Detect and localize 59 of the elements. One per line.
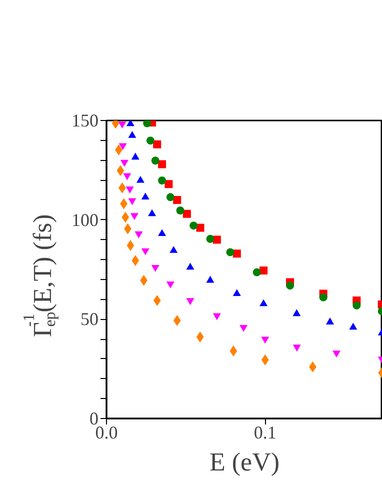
point: [212, 236, 221, 244]
point: [226, 248, 234, 256]
point: [206, 276, 214, 283]
point: [186, 298, 194, 306]
point: [118, 143, 127, 150]
point: [130, 213, 138, 220]
point: [206, 234, 214, 243]
point: [166, 193, 174, 202]
point: [176, 206, 184, 214]
point: [182, 210, 191, 218]
point: [326, 318, 334, 324]
point: [164, 180, 173, 188]
point: [143, 120, 152, 128]
y-tick-label: 50: [80, 309, 98, 330]
y-tick-label: 0: [90, 408, 98, 428]
point: [286, 282, 294, 290]
point: [123, 173, 132, 180]
point: [292, 309, 301, 316]
point: [153, 140, 162, 148]
point: [240, 325, 248, 332]
point: [260, 266, 268, 274]
point: [158, 176, 166, 184]
point: [292, 344, 301, 352]
point: [131, 152, 140, 160]
point: [141, 192, 150, 200]
point: [232, 250, 241, 258]
point: [151, 265, 160, 272]
point: [128, 198, 136, 206]
point: [212, 313, 221, 320]
point: [151, 156, 160, 165]
y-tick-label: 150: [72, 110, 98, 130]
point: [190, 222, 198, 230]
y-tick-label: 100: [72, 210, 98, 230]
point: [126, 120, 134, 126]
point: [118, 122, 126, 128]
point: [166, 281, 174, 288]
x-axis-title: E (eV): [209, 448, 280, 476]
point: [158, 229, 166, 236]
point: [158, 160, 166, 168]
point: [173, 196, 182, 204]
point: [252, 268, 261, 276]
point: [146, 136, 154, 145]
point: [126, 186, 134, 194]
point: [319, 293, 328, 302]
point: [349, 322, 358, 330]
point: [120, 160, 128, 167]
point: [232, 289, 241, 296]
x-tick-label: 0.1: [254, 422, 276, 442]
point: [170, 246, 178, 253]
point: [134, 231, 143, 238]
point: [260, 299, 268, 306]
point: [141, 248, 150, 256]
point: [136, 176, 144, 183]
point: [332, 350, 340, 358]
point: [186, 262, 194, 270]
point: [148, 209, 156, 216]
point: [352, 301, 361, 310]
point: [261, 336, 270, 344]
point: [196, 224, 204, 232]
